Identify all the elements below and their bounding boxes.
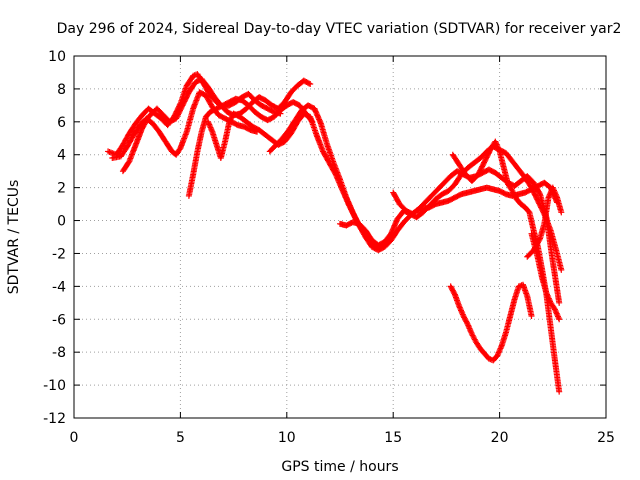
data-point-markers xyxy=(528,230,563,323)
x-tick-label: 15 xyxy=(384,430,402,446)
chart-title: Day 296 of 2024, Sidereal Day-to-day VTE… xyxy=(57,21,622,37)
y-tick-label: 0 xyxy=(57,214,66,230)
x-tick-labels: 0 5 10 15 20 25 xyxy=(70,430,615,446)
series-trace-i xyxy=(449,138,563,395)
data-point-markers xyxy=(447,281,535,364)
data-point-markers xyxy=(449,138,563,395)
series-trace-e xyxy=(205,110,397,250)
x-tick-label: 5 xyxy=(176,430,185,446)
data-series xyxy=(105,71,565,395)
data-point-markers xyxy=(119,76,314,175)
series-trace-c xyxy=(119,76,314,175)
series-trace-j xyxy=(447,281,535,364)
x-tick-label: 25 xyxy=(597,430,615,446)
y-tick-label: -6 xyxy=(52,312,66,328)
y-tick-label: 8 xyxy=(57,82,66,98)
y-tick-label: -8 xyxy=(52,345,66,361)
x-axis-label: GPS time / hours xyxy=(281,459,398,475)
ticks xyxy=(73,55,607,419)
data-point-markers xyxy=(205,110,397,250)
plot-frame xyxy=(73,55,607,419)
y-tick-label: -12 xyxy=(43,411,66,427)
series-trace-l xyxy=(528,230,563,323)
y-tick-label: -2 xyxy=(52,246,66,262)
x-tick-label: 0 xyxy=(70,430,79,446)
x-tick-label: 20 xyxy=(491,430,509,446)
y-tick-label: 2 xyxy=(57,181,66,197)
series-trace-f xyxy=(266,102,561,254)
data-point-markers xyxy=(266,102,561,254)
y-tick-label: 4 xyxy=(57,148,66,164)
y-tick-labels: 10 8 6 4 2 0 -2 -4 -6 -8 -10 -12 xyxy=(43,49,66,427)
y-tick-label: 10 xyxy=(48,49,66,65)
y-tick-label: 6 xyxy=(57,115,66,131)
y-tick-label: -4 xyxy=(52,279,66,295)
data-point-markers xyxy=(185,95,316,199)
y-axis-label: SDTVAR / TECUs xyxy=(6,180,22,295)
series-trace-d xyxy=(185,95,316,199)
x-tick-label: 10 xyxy=(278,430,296,446)
y-tick-label: -10 xyxy=(43,378,66,394)
